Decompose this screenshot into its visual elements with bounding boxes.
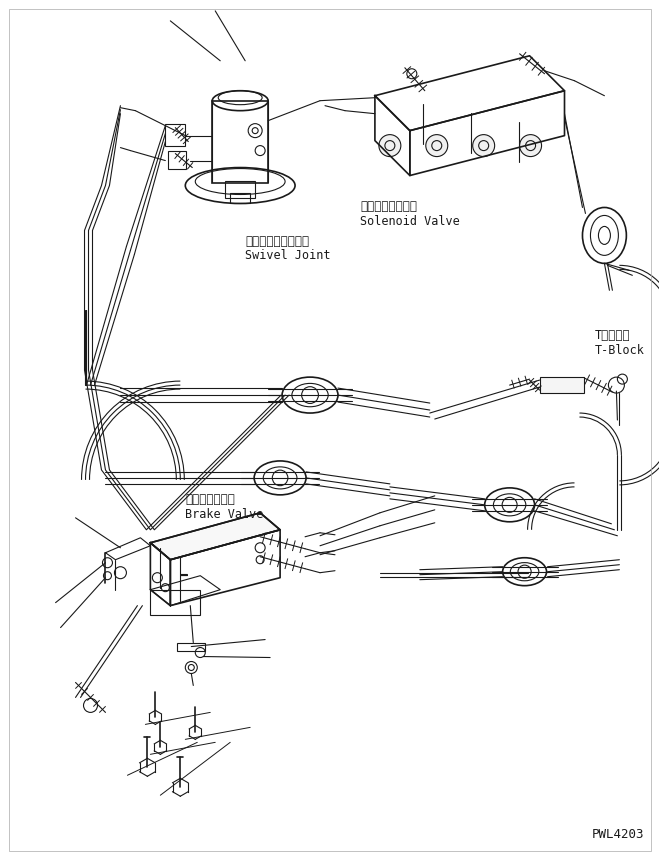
Bar (230, 194, 250, 204)
Text: スイベルジョイント: スイベルジョイント (245, 236, 310, 249)
Text: Tブロック: Tブロック (595, 329, 630, 341)
Bar (213, 101, 268, 182)
Circle shape (473, 135, 494, 157)
Text: ソレノイドバルブ: ソレノイドバルブ (360, 200, 417, 213)
Bar (168, 150, 186, 169)
Bar (166, 124, 185, 145)
Text: Brake Valve: Brake Valve (185, 508, 264, 521)
Text: T-Block: T-Block (595, 344, 644, 357)
Polygon shape (150, 513, 280, 560)
Text: ブレーキバルブ: ブレーキバルブ (185, 493, 235, 506)
Circle shape (426, 135, 447, 157)
Bar (150, 590, 200, 615)
Text: Swivel Joint: Swivel Joint (245, 249, 331, 262)
Text: PWL4203: PWL4203 (592, 828, 644, 841)
Bar (225, 181, 255, 199)
Circle shape (519, 135, 542, 157)
Bar (540, 378, 585, 393)
Circle shape (379, 135, 401, 157)
Bar (178, 642, 205, 650)
Text: Solenoid Valve: Solenoid Valve (360, 216, 459, 229)
